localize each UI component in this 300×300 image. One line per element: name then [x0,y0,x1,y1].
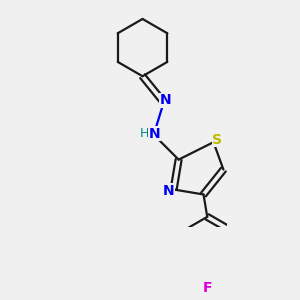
Text: N: N [160,93,172,107]
Text: N: N [149,127,161,141]
Text: S: S [212,133,222,147]
Text: H: H [140,127,149,140]
Text: F: F [202,281,212,295]
Text: N: N [163,184,175,198]
